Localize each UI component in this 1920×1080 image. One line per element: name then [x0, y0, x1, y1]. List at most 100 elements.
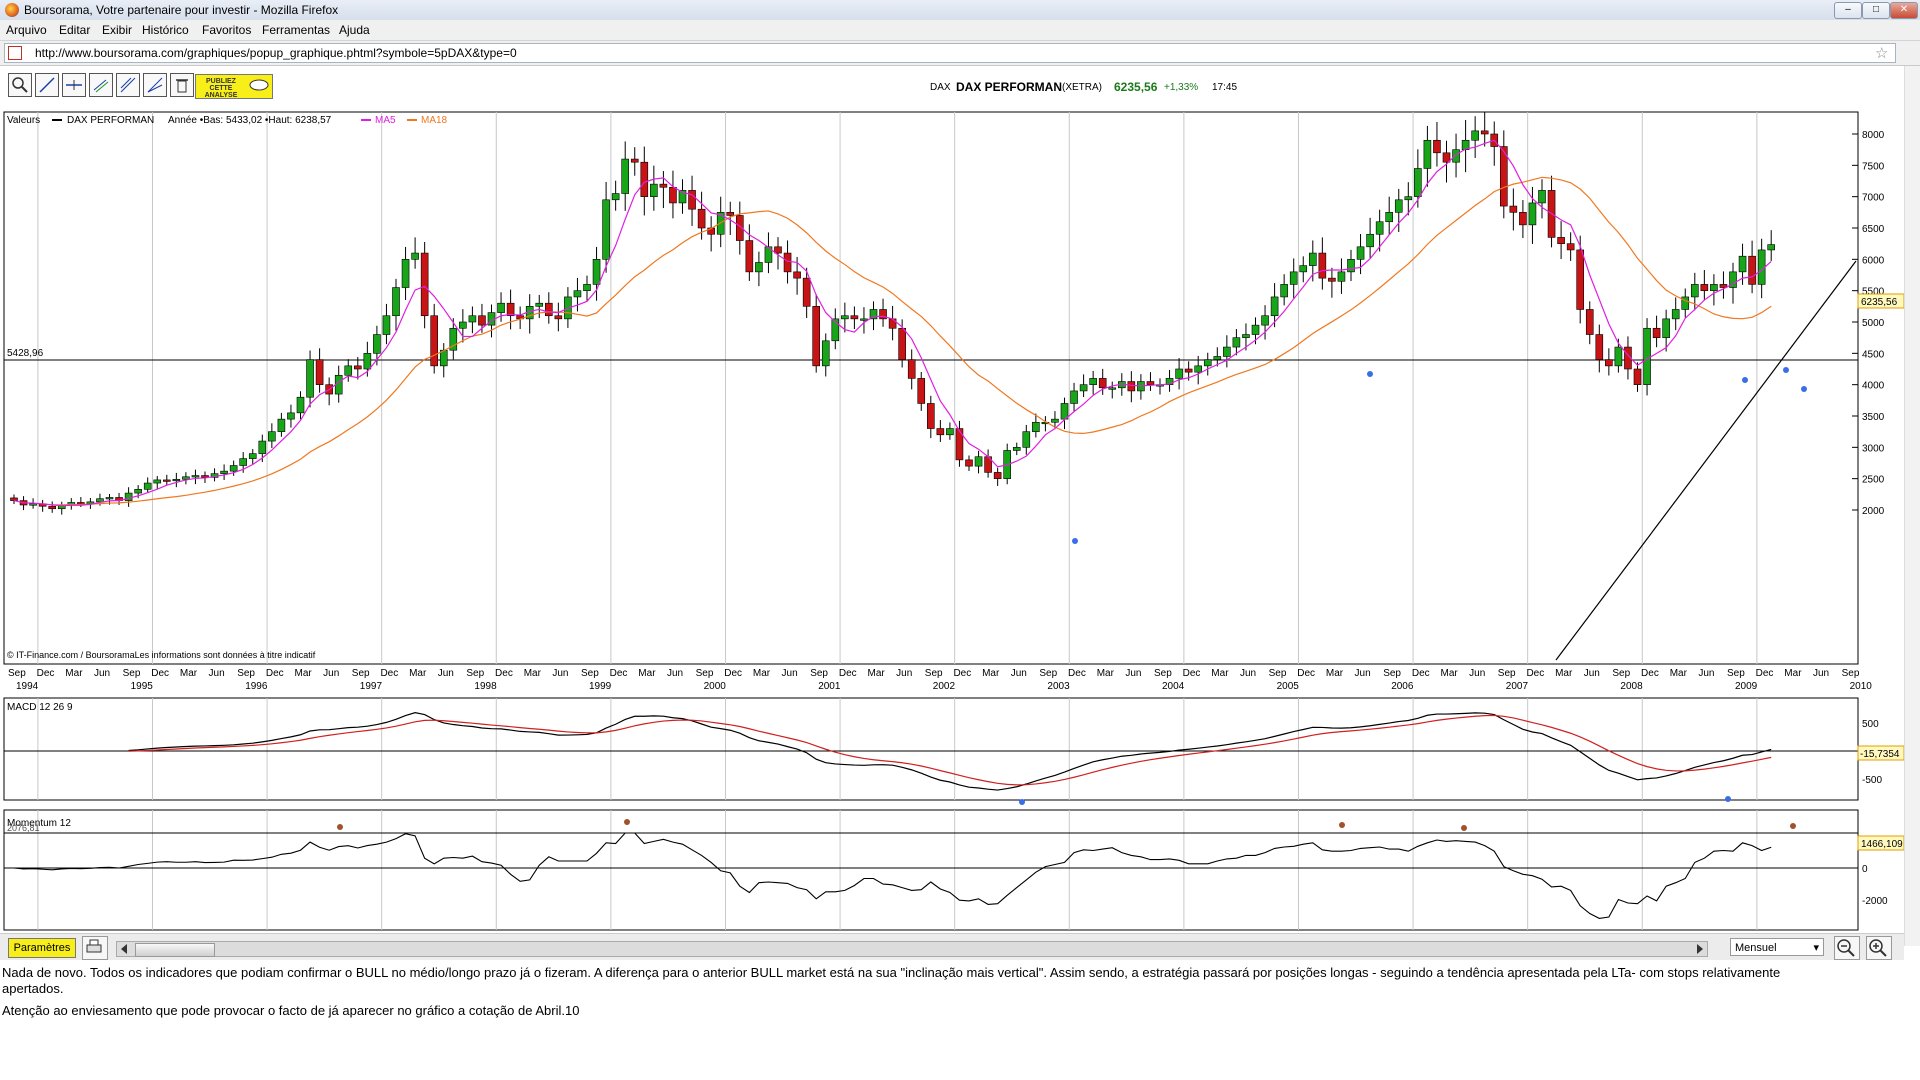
candle-body	[439, 349, 448, 367]
candle-body	[621, 158, 630, 194]
menu-ferramentas[interactable]: Ferramentas	[262, 23, 331, 37]
signal-dots	[1072, 367, 1807, 544]
menu-arquivo[interactable]: Arquivo	[6, 23, 47, 37]
publish-analysis-button[interactable]: PUBLIEZ CETTE ANALYSE	[195, 74, 273, 99]
menu-historico[interactable]: Histórico	[142, 23, 189, 37]
comment-line-2: Atenção ao enviesamento que pode provoca…	[2, 1003, 580, 1018]
vertical-scrollbar[interactable]	[1904, 66, 1920, 946]
url-input[interactable]: http://www.boursorama.com/graphiques/pop…	[4, 43, 1896, 63]
bookmark-star-icon[interactable]: ☆	[1875, 45, 1889, 62]
candle-body	[1614, 346, 1623, 367]
macd-signal-dot	[1019, 799, 1025, 805]
menu-exibir[interactable]: Exibir	[102, 23, 133, 37]
candle-body	[850, 315, 859, 320]
trash-icon[interactable]	[170, 73, 194, 97]
candle-body	[1748, 255, 1756, 285]
chevron-down-icon: ▾	[1813, 942, 1819, 954]
parameters-button[interactable]: Paramètres	[8, 938, 76, 958]
uptrend-line[interactable]	[1555, 260, 1857, 661]
channel-tool-icon[interactable]	[89, 73, 113, 97]
candle-body	[268, 431, 276, 442]
print-icon[interactable]	[82, 936, 108, 960]
zoom-tool-icon[interactable]	[8, 73, 32, 97]
period-select[interactable]: Mensuel ▾	[1730, 938, 1824, 956]
candle-body	[841, 315, 849, 320]
x-month-label: Jun	[1469, 668, 1485, 679]
window-title: Boursorama, Votre partenaire pour invest…	[24, 3, 339, 17]
legend-stats: Année •Bas: 5433,02 •Haut: 6238,57	[168, 115, 332, 126]
candle-body	[182, 476, 190, 480]
candle-body	[821, 340, 830, 367]
y-tick-label: 5000	[1862, 318, 1885, 329]
fan-tool-icon[interactable]	[143, 73, 167, 97]
candle-body	[1108, 387, 1117, 390]
candle-body	[1203, 359, 1212, 367]
x-month-label: Jun	[94, 668, 110, 679]
candle-body	[449, 327, 458, 351]
candle-body	[726, 212, 735, 216]
candle-body	[1318, 252, 1327, 279]
signal-dot	[1783, 367, 1789, 373]
menu-ajuda[interactable]: Ajuda	[339, 23, 370, 37]
x-year-label: 1995	[131, 681, 154, 692]
candle-body	[506, 302, 515, 317]
menu-favoritos[interactable]: Favoritos	[202, 23, 252, 37]
candle-body	[1480, 130, 1489, 135]
scrollbar-thumb[interactable]	[135, 943, 215, 957]
candle-body	[678, 190, 687, 204]
scroll-right-icon[interactable]	[1695, 943, 1705, 955]
x-month-label: Sep	[696, 668, 714, 679]
x-month-label: Mar	[524, 668, 542, 679]
x-month-label: Sep	[8, 668, 26, 679]
candle-body	[755, 262, 763, 273]
x-month-label: Sep	[123, 668, 141, 679]
x-month-label: Sep	[925, 668, 943, 679]
candle-body	[344, 365, 353, 376]
x-month-label: Mar	[295, 668, 313, 679]
candle-body	[1184, 368, 1193, 373]
x-month-label: Jun	[667, 668, 683, 679]
momentum-grid-lines	[37, 810, 1758, 930]
x-month-label: Mar	[1211, 668, 1229, 679]
close-button[interactable]: ✕	[1890, 2, 1918, 19]
candle-body	[1356, 246, 1365, 260]
x-month-label: Sep	[810, 668, 828, 679]
candle-body	[1700, 284, 1709, 291]
maximize-button[interactable]: □	[1862, 2, 1890, 19]
candle-body	[1662, 318, 1670, 338]
candle-body	[1337, 271, 1346, 282]
momentum-dot	[624, 819, 630, 825]
minimize-button[interactable]: –	[1834, 2, 1862, 19]
macd-label: MACD 12 26 9	[7, 702, 73, 713]
speech-bubble-icon	[249, 79, 269, 91]
x-month-label: Mar	[753, 668, 771, 679]
macd-signal-line	[128, 714, 1772, 786]
candle-body	[1509, 205, 1518, 213]
x-month-label: Dec	[151, 668, 169, 679]
scroll-left-icon[interactable]	[119, 943, 129, 955]
candle-body	[1710, 284, 1718, 291]
candle-body	[1528, 202, 1537, 226]
momentum-dots	[337, 819, 1796, 831]
x-month-label: Mar	[409, 668, 427, 679]
candle-body	[573, 290, 582, 298]
zoom-in-icon[interactable]	[1866, 936, 1892, 960]
candle-body	[497, 302, 505, 313]
signal-dot	[1742, 377, 1748, 383]
candle-body	[602, 199, 610, 260]
ma5-line	[13, 139, 1772, 507]
macd-value-tag-text: -15,7354	[1860, 749, 1900, 760]
hline-tool-icon[interactable]	[62, 73, 86, 97]
candle-body	[1423, 139, 1432, 169]
x-month-label: Dec	[610, 668, 628, 679]
trendline-tool-icon[interactable]	[35, 73, 59, 97]
candle-body	[1566, 243, 1575, 251]
x-year-label: 1996	[245, 681, 268, 692]
zoom-out-icon[interactable]	[1834, 936, 1860, 960]
x-month-label: Sep	[1154, 668, 1172, 679]
menu-editar[interactable]: Editar	[59, 23, 91, 37]
momentum-dot	[1461, 825, 1467, 831]
horizontal-scrollbar[interactable]	[116, 941, 1708, 957]
fibonacci-tool-icon[interactable]	[116, 73, 140, 97]
candle-body	[248, 453, 257, 459]
